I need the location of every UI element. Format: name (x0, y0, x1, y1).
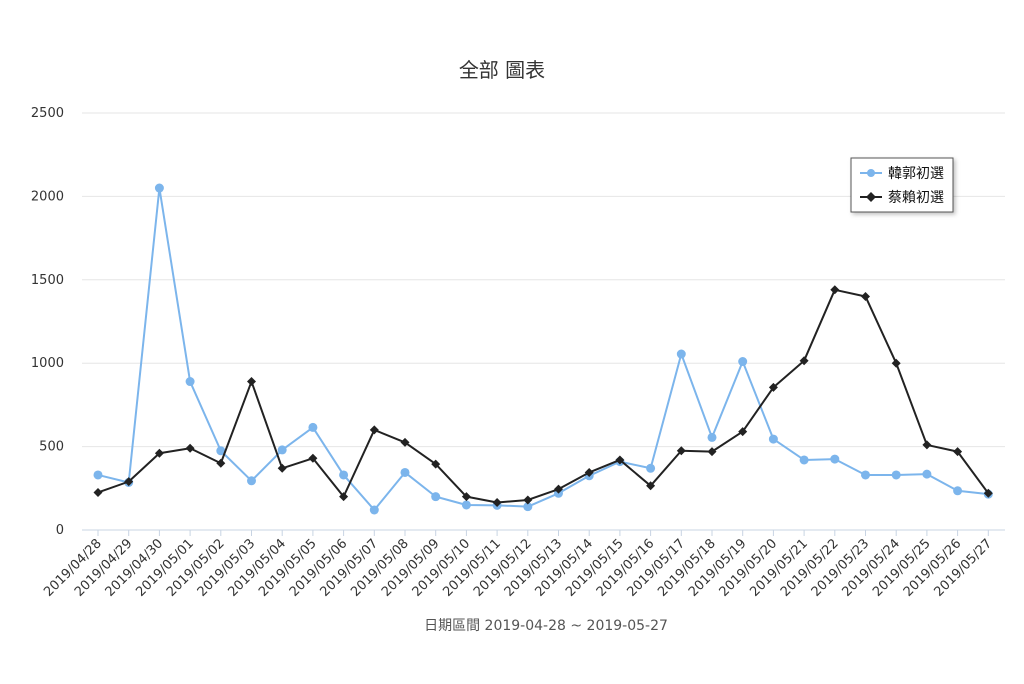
legend-box (850, 157, 954, 213)
data-point[interactable] (799, 356, 809, 366)
data-point[interactable] (492, 497, 502, 507)
data-point[interactable] (953, 486, 963, 496)
data-point[interactable] (216, 446, 226, 456)
data-point[interactable] (154, 183, 164, 193)
data-point[interactable] (922, 469, 932, 479)
chart-title: 全部 圖表 (459, 58, 545, 82)
data-point[interactable] (554, 484, 563, 494)
data-point[interactable] (308, 453, 318, 463)
data-point[interactable] (646, 463, 656, 473)
data-point[interactable] (93, 470, 103, 480)
data-point[interactable] (339, 470, 349, 480)
data-point[interactable] (400, 437, 410, 447)
data-point[interactable] (768, 434, 778, 444)
data-point[interactable] (523, 502, 533, 512)
data-point[interactable] (707, 432, 717, 442)
data-point[interactable] (830, 285, 840, 295)
data-point[interactable] (707, 447, 717, 457)
y-tick-label: 2000 (31, 189, 64, 204)
legend-label-series-1[interactable]: 韓郭初選 (888, 165, 944, 182)
data-point[interactable] (400, 467, 410, 477)
data-point[interactable] (369, 425, 379, 435)
legend-marker-series-2 (866, 192, 876, 202)
data-point[interactable] (339, 492, 349, 502)
data-point[interactable] (523, 495, 533, 505)
data-point[interactable] (93, 487, 103, 497)
x-axis-label: 日期區間 2019-04-28 ~ 2019-05-27 (424, 618, 668, 634)
data-point[interactable] (738, 357, 748, 367)
data-point[interactable] (584, 467, 594, 477)
data-point[interactable] (830, 454, 840, 464)
data-point[interactable] (861, 470, 870, 480)
series-1 (93, 183, 993, 515)
data-point[interactable] (185, 377, 195, 387)
y-tick-label: 2500 (31, 106, 64, 121)
data-point[interactable] (216, 458, 226, 468)
data-point[interactable] (369, 505, 379, 515)
data-point[interactable] (461, 500, 471, 510)
data-point[interactable] (799, 455, 809, 465)
data-point[interactable] (922, 440, 932, 450)
legend-label-series-2[interactable]: 蔡賴初選 (888, 189, 944, 206)
data-point[interactable] (738, 427, 748, 437)
data-point[interactable] (185, 443, 195, 453)
data-point[interactable] (277, 463, 287, 473)
data-point[interactable] (461, 492, 471, 502)
y-tick-label: 1500 (31, 273, 64, 288)
data-point[interactable] (247, 377, 256, 387)
data-point[interactable] (615, 455, 625, 465)
data-point[interactable] (861, 291, 870, 301)
data-point[interactable] (277, 445, 287, 455)
data-point[interactable] (247, 476, 256, 486)
data-point[interactable] (154, 448, 164, 458)
series-2 (93, 285, 993, 507)
data-point[interactable] (646, 481, 656, 491)
grid (82, 112, 1005, 531)
data-point[interactable] (431, 492, 441, 502)
data-point[interactable] (891, 358, 901, 368)
series-layer (93, 183, 993, 515)
data-point[interactable] (676, 349, 686, 359)
data-point[interactable] (676, 446, 686, 456)
data-point[interactable] (983, 488, 993, 498)
data-point[interactable] (308, 422, 318, 432)
data-point[interactable] (431, 459, 441, 469)
data-point[interactable] (891, 470, 901, 480)
y-axis-ticks: 0 500 1000 1500 2000 2500 (31, 106, 64, 538)
series-line-1 (97, 187, 989, 511)
y-tick-label: 1000 (31, 356, 64, 371)
y-tick-label: 0 (56, 523, 64, 538)
series-line-2 (97, 288, 990, 504)
data-point[interactable] (124, 477, 134, 487)
y-tick-label: 500 (39, 440, 64, 455)
legend[interactable]: 韓郭初選 蔡賴初選 (850, 157, 954, 213)
x-axis-ticks: 2019/04/282019/04/292019/04/302019/05/01… (41, 530, 995, 600)
legend-marker-series-1 (867, 169, 875, 177)
data-point[interactable] (953, 447, 963, 457)
data-point[interactable] (768, 382, 778, 392)
